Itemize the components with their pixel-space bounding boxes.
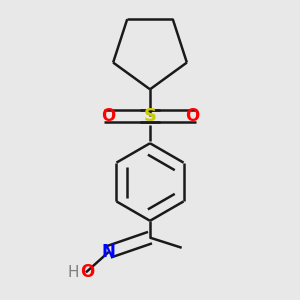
Text: N: N <box>102 243 116 261</box>
Text: O: O <box>80 263 95 281</box>
Text: O: O <box>101 107 115 125</box>
Text: O: O <box>185 107 199 125</box>
Text: H: H <box>68 265 79 280</box>
Text: S: S <box>143 107 157 125</box>
